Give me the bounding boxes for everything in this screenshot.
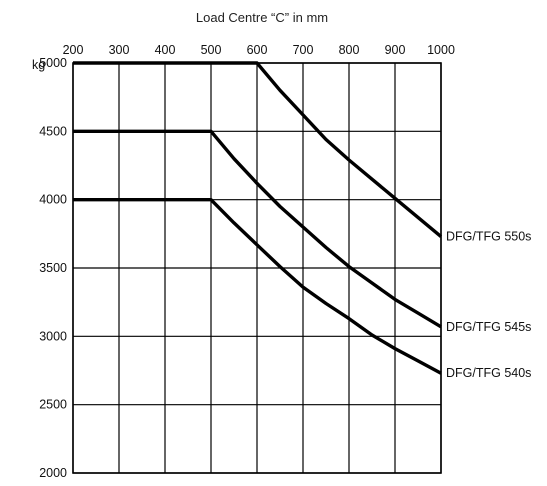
y-unit-label: kg	[32, 58, 45, 72]
grid	[72, 62, 442, 474]
series-label: DFG/TFG 540s	[446, 366, 531, 380]
x-tick-label: 1000	[427, 43, 455, 57]
x-tick-label: 200	[63, 43, 84, 57]
series-label: DFG/TFG 550s	[446, 230, 531, 244]
y-tick-label: 2000	[39, 466, 67, 480]
x-tick-label: 700	[293, 43, 314, 57]
x-axis-title: Load Centre “C” in mm	[196, 10, 328, 25]
series-labels: DFG/TFG 550s DFG/TFG 545s DFG/TFG 540s	[446, 230, 531, 381]
x-tick-label: 300	[109, 43, 130, 57]
x-tick-label: 800	[339, 43, 360, 57]
series-label: DFG/TFG 545s	[446, 320, 531, 334]
y-tick-label: 3500	[39, 261, 67, 275]
series-line	[73, 198, 442, 375]
x-tick-label: 500	[201, 43, 222, 57]
series-curves	[73, 61, 443, 375]
y-tick-label: 4500	[39, 124, 67, 138]
series-line	[73, 61, 443, 238]
y-tick-label: 5000	[39, 56, 67, 70]
series-line	[73, 129, 442, 329]
x-tick-label: 600	[247, 43, 268, 57]
x-tick-label: 900	[385, 43, 406, 57]
x-tick-label: 400	[155, 43, 176, 57]
tick-labels: 200 300 400 500 600 700 800 900 1000 5000 4500 4000…	[39, 43, 455, 480]
y-tick-label: 2500	[39, 398, 67, 412]
y-tick-label: 3000	[39, 329, 67, 343]
y-tick-label: 4000	[39, 193, 67, 207]
